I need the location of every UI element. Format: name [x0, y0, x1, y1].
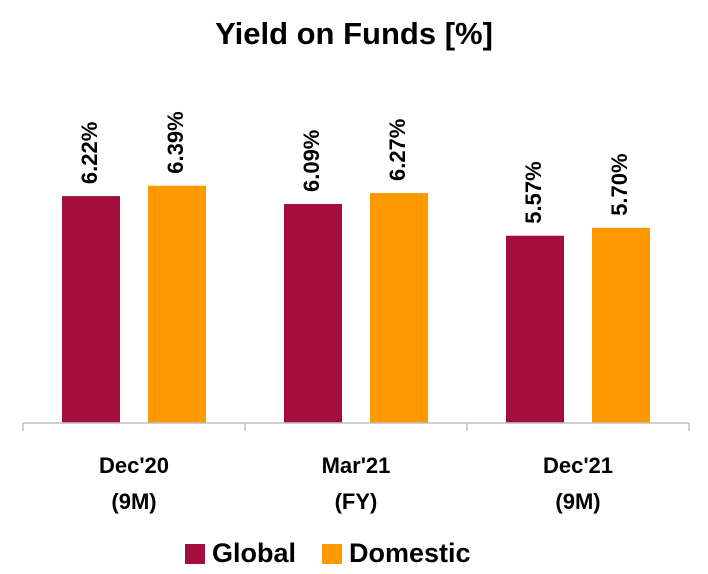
- x-tick-label: Mar'21: [322, 453, 391, 478]
- x-tick-label: Dec'20: [99, 453, 169, 478]
- bar: [62, 196, 120, 423]
- x-tick-label: (9M): [555, 489, 600, 514]
- chart-title: Yield on Funds [%]: [215, 16, 493, 51]
- x-tick-label: (9M): [111, 489, 156, 514]
- bar: [592, 227, 650, 423]
- data-label: 5.57%: [521, 161, 546, 223]
- data-label: 6.09%: [299, 130, 324, 192]
- bar: [506, 235, 564, 423]
- bar: [370, 193, 428, 423]
- legend-swatch: [322, 544, 343, 564]
- legend-label: Domestic: [349, 538, 471, 568]
- data-label: 5.70%: [607, 153, 632, 215]
- legend-label: Global: [212, 538, 296, 568]
- bar: [284, 204, 342, 423]
- x-tick-label: (FY): [335, 489, 378, 514]
- data-label: 6.39%: [163, 111, 188, 173]
- data-label: 6.27%: [385, 119, 410, 181]
- legend-swatch: [185, 544, 205, 564]
- x-tick-label: Dec'21: [543, 453, 613, 478]
- data-label: 6.22%: [77, 122, 102, 184]
- bar: [148, 185, 206, 423]
